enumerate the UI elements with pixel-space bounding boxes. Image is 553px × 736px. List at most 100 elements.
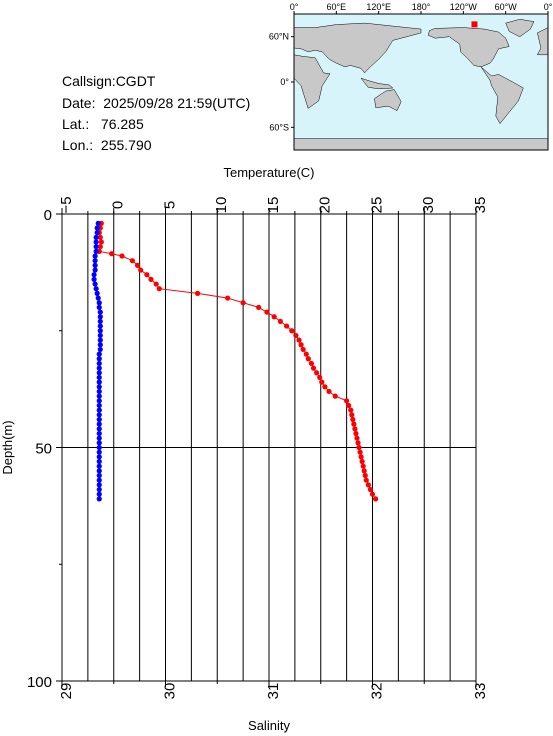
- salinity-point: [96, 440, 102, 446]
- salinity-point: [96, 379, 102, 385]
- temperature-point: [283, 323, 290, 329]
- salinity-point: [96, 444, 102, 451]
- temperature-point: [310, 365, 317, 371]
- map-land: [536, 27, 549, 56]
- temperature-point: [289, 328, 295, 334]
- temperature-point: [296, 337, 302, 343]
- temperature-point: [362, 472, 368, 479]
- salinity-point: [96, 463, 102, 469]
- temperature-point: [97, 234, 103, 240]
- salinity-point: [96, 300, 102, 306]
- salinity-point: [92, 267, 98, 273]
- salinity-point: [97, 342, 103, 348]
- temperature-point: [373, 496, 379, 502]
- temperature-point: [351, 421, 357, 427]
- map-lon-tick-label: 120°E: [366, 2, 391, 12]
- salinity-point: [91, 276, 97, 282]
- temperature-point: [346, 402, 352, 409]
- salinity-tick-label: 32: [368, 683, 385, 700]
- temperature-point: [298, 342, 304, 348]
- salinity-point: [94, 290, 100, 296]
- temperature-point: [314, 370, 320, 376]
- map-land: [360, 77, 394, 90]
- temperature-point: [225, 295, 231, 301]
- salinity-point: [96, 472, 102, 479]
- salinity-point: [97, 328, 103, 334]
- depth-tick-label: 100: [27, 674, 52, 691]
- salinity-point: [97, 314, 103, 320]
- world-map: 0° 60°E 120°E 180° 120°W 60°W 0° 60°N 0° 60°S: [269, 2, 553, 151]
- temperature-point: [355, 440, 361, 446]
- temperature-point: [344, 398, 350, 404]
- temperature-tick-label: 20: [317, 197, 334, 214]
- salinity-point: [96, 356, 102, 362]
- map-land: [293, 22, 422, 74]
- temperature-tick-label: 10: [213, 197, 230, 214]
- map-land: [293, 54, 331, 109]
- temperature-point: [98, 239, 104, 245]
- salinity-point: [96, 412, 102, 418]
- temperature-tick-label: 5: [161, 201, 178, 209]
- map-land: [505, 19, 535, 37]
- temperature-point: [367, 486, 374, 493]
- salinity-point: [96, 449, 102, 455]
- salinity-point: [96, 374, 102, 381]
- temperature-tick-label: 15: [265, 197, 282, 214]
- temperature-point: [349, 412, 355, 418]
- salinity-point: [93, 239, 99, 245]
- temperature-point: [353, 430, 359, 437]
- salinity-axis-label: Salinity: [248, 718, 290, 733]
- salinity-point: [96, 482, 102, 488]
- temperature-point: [358, 454, 364, 460]
- salinity-point: [96, 477, 102, 483]
- temperature-point: [352, 426, 358, 432]
- date-text: Date: 2025/09/28 21:59(UTC): [62, 95, 251, 111]
- salinity-point: [95, 220, 101, 226]
- temperature-point: [129, 258, 135, 264]
- salinity-point: [96, 435, 102, 441]
- temperature-point: [308, 360, 315, 367]
- salinity-point: [93, 248, 99, 254]
- salinity-point: [97, 318, 103, 325]
- temperature-point: [361, 468, 367, 474]
- salinity-point: [96, 402, 102, 409]
- temperature-axis-label: Temperature(C): [223, 165, 314, 180]
- map-lon-tick-label: 120°W: [450, 2, 478, 12]
- map-lon-tick-label: 180°: [412, 2, 431, 12]
- salinity-point: [91, 272, 97, 278]
- temperature-point: [138, 267, 144, 273]
- salinity-point: [93, 286, 99, 292]
- salinity-point: [96, 365, 102, 371]
- temperature-point: [256, 304, 262, 310]
- temperature-tick-label: 35: [472, 197, 489, 214]
- temperature-point: [240, 300, 246, 306]
- salinity-point: [96, 360, 102, 367]
- temperature-tick-label: 30: [420, 197, 437, 214]
- map-lat-tick-label: 60°S: [269, 122, 289, 132]
- salinity-point: [96, 486, 102, 493]
- salinity-point: [97, 346, 103, 353]
- salinity-point: [96, 426, 102, 432]
- map-land: [480, 66, 524, 125]
- salinity-point: [96, 304, 102, 310]
- salinity-point: [97, 309, 103, 315]
- salinity-point: [96, 496, 102, 502]
- salinity-point: [96, 398, 102, 404]
- temperature-line: [98, 223, 377, 500]
- temperature-point: [194, 290, 201, 296]
- temperature-point: [369, 491, 376, 497]
- map-lon-tick-label: 0°: [290, 2, 299, 12]
- salinity-point: [93, 244, 99, 250]
- temperature-point: [134, 262, 141, 268]
- temperature-point: [317, 374, 323, 381]
- map-land: [374, 89, 402, 112]
- salinity-point: [96, 454, 102, 460]
- salinity-point: [96, 393, 102, 399]
- salinity-point: [96, 384, 102, 390]
- salinity-tick-label: 31: [265, 683, 282, 700]
- salinity-point: [94, 230, 100, 236]
- salinity-point: [96, 458, 102, 465]
- salinity-point: [96, 351, 102, 357]
- map-lon-tick-label: 0°: [544, 2, 553, 12]
